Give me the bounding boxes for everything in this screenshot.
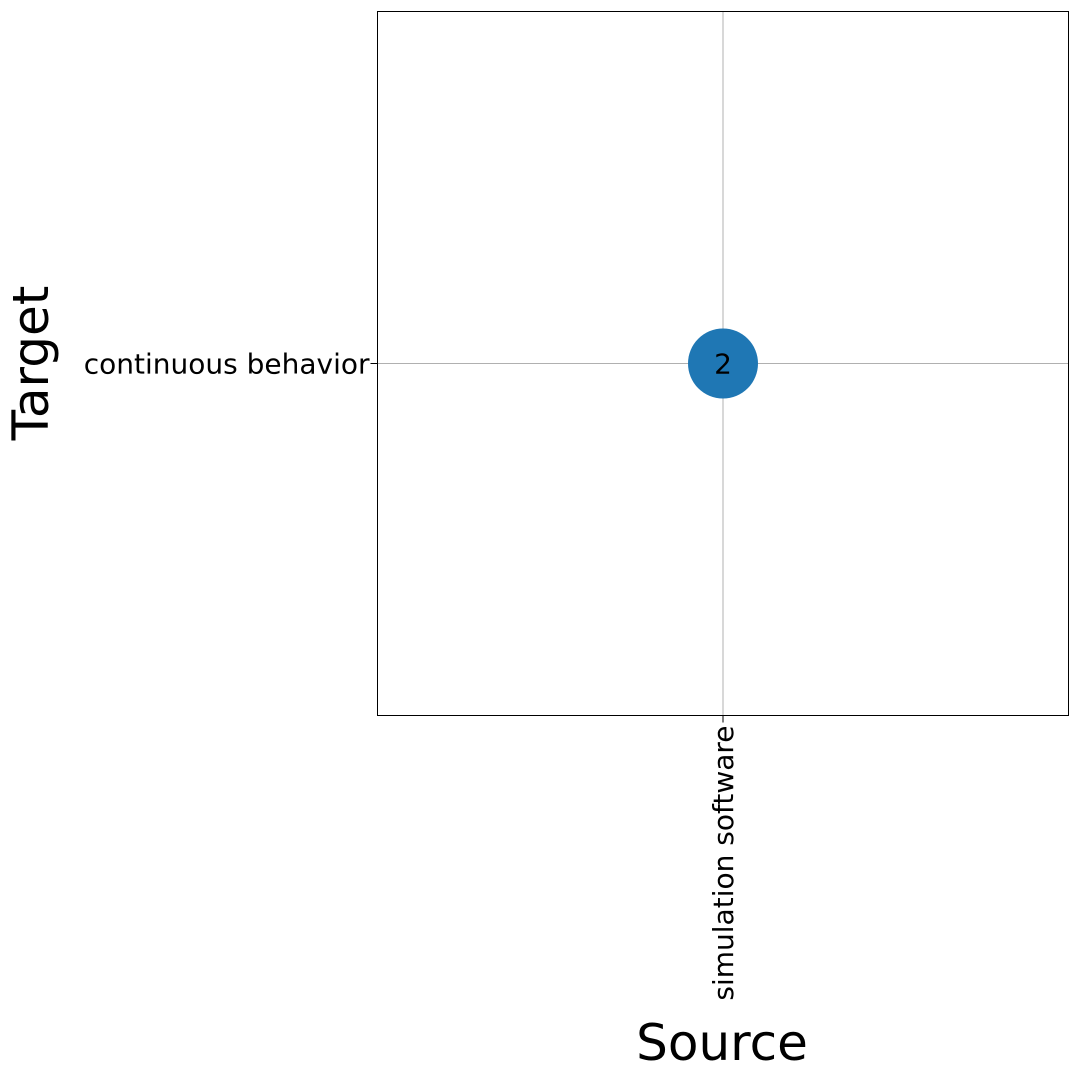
ticks-layer: simulation software continuous behavior: [84, 348, 740, 1001]
y-tick-label: continuous behavior: [84, 348, 370, 381]
x-tick-label: simulation software: [707, 726, 740, 1001]
bubble: [688, 328, 758, 399]
bubble-value-label: 2: [714, 348, 732, 381]
points-layer: 2: [688, 328, 758, 399]
x-axis-title: Source: [636, 1014, 808, 1072]
y-axis-title: Target: [2, 286, 60, 442]
